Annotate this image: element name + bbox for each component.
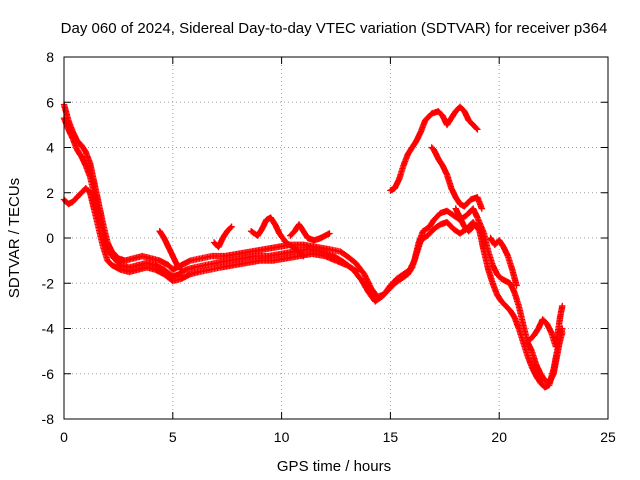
y-tick-label: -4 bbox=[42, 321, 55, 337]
y-tick-label: 6 bbox=[46, 94, 54, 110]
data-track-5 bbox=[247, 214, 307, 260]
y-tick-label: -8 bbox=[42, 411, 55, 427]
x-tick-label: 20 bbox=[491, 429, 507, 445]
y-tick-label: -2 bbox=[42, 275, 55, 291]
x-tick-label: 5 bbox=[169, 429, 177, 445]
y-tick-label: 4 bbox=[46, 140, 54, 156]
y-axis-title: SDTVAR / TECUs bbox=[6, 178, 23, 298]
chart-title: Day 060 of 2024, Sidereal Day-to-day VTE… bbox=[61, 20, 608, 37]
data-track-10 bbox=[487, 234, 520, 289]
data-track-8 bbox=[428, 144, 485, 212]
y-tick-label: 2 bbox=[46, 185, 54, 201]
x-tick-label: 0 bbox=[60, 429, 68, 445]
data-track-6 bbox=[287, 221, 333, 244]
y-tick-label: 8 bbox=[46, 49, 54, 65]
grid-layer bbox=[64, 57, 608, 419]
x-tick-label: 15 bbox=[383, 429, 399, 445]
x-tick-label: 10 bbox=[274, 429, 290, 445]
y-tick-label: 0 bbox=[46, 230, 54, 246]
data-track-4 bbox=[210, 223, 235, 251]
x-tick-label: 25 bbox=[600, 429, 616, 445]
data-track-7 bbox=[387, 103, 481, 194]
tick-layer: 0 5 10 15 20 25 -8 -6 -4 -2 0 2 4 6 8 bbox=[42, 49, 616, 445]
data-track-9 bbox=[452, 205, 477, 235]
data-track-3 bbox=[156, 228, 185, 273]
x-axis-title: GPS time / hours bbox=[277, 458, 391, 475]
data-layer bbox=[60, 101, 566, 391]
data-track-0 bbox=[60, 101, 566, 386]
data-track-11 bbox=[526, 302, 566, 350]
y-tick-label: -6 bbox=[42, 366, 55, 382]
